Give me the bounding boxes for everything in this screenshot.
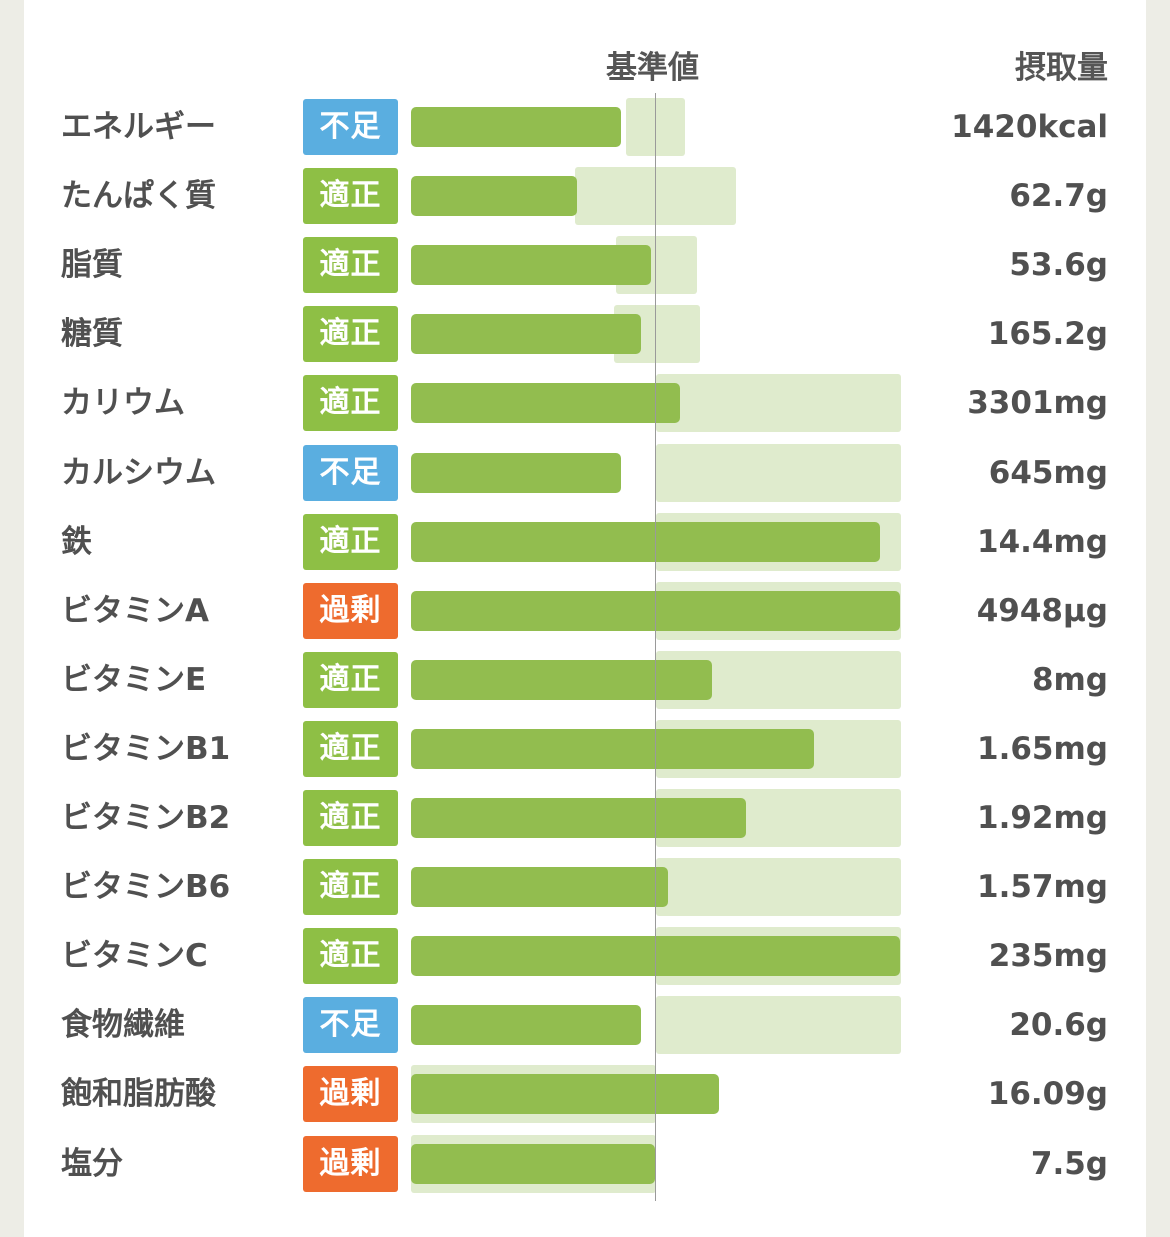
intake-value: 1.65mg	[977, 731, 1108, 767]
intake-bar	[411, 798, 746, 838]
nutrient-name: 食物繊維	[61, 1007, 185, 1043]
status-badge: 適正	[303, 375, 398, 431]
nutrient-row: たんぱく質 適正 62.7g	[0, 167, 1170, 225]
intake-header: 摂取量	[1015, 50, 1108, 86]
nutrient-name: ビタミンB2	[61, 800, 231, 836]
status-badge: 適正	[303, 721, 398, 777]
intake-value: 8mg	[1031, 662, 1108, 698]
nutrient-name: エネルギー	[61, 109, 216, 145]
recommended-range	[656, 444, 901, 502]
intake-value: 14.4mg	[977, 524, 1108, 560]
nutrient-name: たんぱく質	[61, 178, 216, 214]
status-badge: 適正	[303, 306, 398, 362]
intake-value: 4948μg	[976, 593, 1108, 629]
status-badge: 適正	[303, 790, 398, 846]
status-badge: 不足	[303, 997, 398, 1053]
nutrient-name: ビタミンC	[61, 938, 208, 974]
nutrient-row: 糖質 適正 165.2g	[0, 305, 1170, 363]
nutrient-name: 塩分	[61, 1146, 123, 1182]
status-badge: 過剰	[303, 583, 398, 639]
intake-bar	[411, 245, 651, 285]
recommended-range	[656, 374, 901, 432]
intake-bar	[411, 176, 577, 216]
nutrient-row: ビタミンA 過剰 4948μg	[0, 582, 1170, 640]
nutrient-row: ビタミンB2 適正 1.92mg	[0, 789, 1170, 847]
nutrient-name: カリウム	[61, 385, 185, 421]
intake-bar	[411, 453, 621, 493]
intake-value: 62.7g	[1009, 178, 1108, 214]
status-badge: 過剰	[303, 1136, 398, 1192]
nutrient-row: 脂質 適正 53.6g	[0, 236, 1170, 294]
status-badge: 適正	[303, 652, 398, 708]
intake-bar	[411, 107, 621, 147]
recommended-range	[656, 996, 901, 1054]
intake-bar	[411, 1144, 655, 1184]
status-badge: 過剰	[303, 1066, 398, 1122]
reference-line	[655, 93, 656, 1201]
intake-bar	[411, 522, 880, 562]
nutrient-name: ビタミンA	[61, 593, 209, 629]
nutrient-name: 脂質	[61, 247, 123, 283]
intake-bar	[411, 867, 668, 907]
intake-bar	[411, 314, 641, 354]
intake-bar	[411, 660, 712, 700]
intake-value: 1420kcal	[951, 109, 1108, 145]
nutrient-name: 飽和脂肪酸	[61, 1076, 216, 1112]
nutrient-row: 塩分 過剰 7.5g	[0, 1135, 1170, 1193]
nutrient-name: ビタミンE	[61, 662, 207, 698]
intake-value: 235mg	[988, 938, 1108, 974]
recommended-range	[656, 858, 901, 916]
intake-value: 3301mg	[967, 385, 1108, 421]
intake-bar	[411, 1005, 641, 1045]
status-badge: 適正	[303, 168, 398, 224]
intake-value: 1.92mg	[977, 800, 1108, 836]
nutrient-row: ビタミンB6 適正 1.57mg	[0, 858, 1170, 916]
nutrient-row: 飽和脂肪酸 過剰 16.09g	[0, 1065, 1170, 1123]
nutrient-row: ビタミンE 適正 8mg	[0, 651, 1170, 709]
intake-value: 20.6g	[1009, 1007, 1108, 1043]
nutrient-name: 糖質	[61, 316, 123, 352]
nutrient-row: カリウム 適正 3301mg	[0, 374, 1170, 432]
nutrient-row: カルシウム 不足 645mg	[0, 444, 1170, 502]
nutrient-name: ビタミンB6	[61, 869, 231, 905]
intake-value: 165.2g	[987, 316, 1108, 352]
intake-value: 645mg	[988, 455, 1108, 491]
nutrient-row: エネルギー 不足 1420kcal	[0, 98, 1170, 156]
nutrient-row: 食物繊維 不足 20.6g	[0, 996, 1170, 1054]
intake-value: 16.09g	[987, 1076, 1108, 1112]
nutrient-row: 鉄 適正 14.4mg	[0, 513, 1170, 571]
intake-value: 7.5g	[1030, 1146, 1108, 1182]
intake-value: 1.57mg	[977, 869, 1108, 905]
status-badge: 不足	[303, 99, 398, 155]
nutrient-name: カルシウム	[61, 455, 216, 491]
status-badge: 適正	[303, 514, 398, 570]
status-badge: 適正	[303, 859, 398, 915]
status-badge: 不足	[303, 445, 398, 501]
intake-bar	[411, 729, 814, 769]
intake-bar	[411, 383, 680, 423]
nutrient-name: 鉄	[61, 524, 92, 560]
nutrient-row: ビタミンC 適正 235mg	[0, 927, 1170, 985]
intake-value: 53.6g	[1009, 247, 1108, 283]
status-badge: 適正	[303, 237, 398, 293]
intake-bar	[411, 1074, 719, 1114]
status-badge: 適正	[303, 928, 398, 984]
reference-value-header: 基準値	[606, 50, 699, 86]
nutrient-row: ビタミンB1 適正 1.65mg	[0, 720, 1170, 778]
nutrient-name: ビタミンB1	[61, 731, 231, 767]
